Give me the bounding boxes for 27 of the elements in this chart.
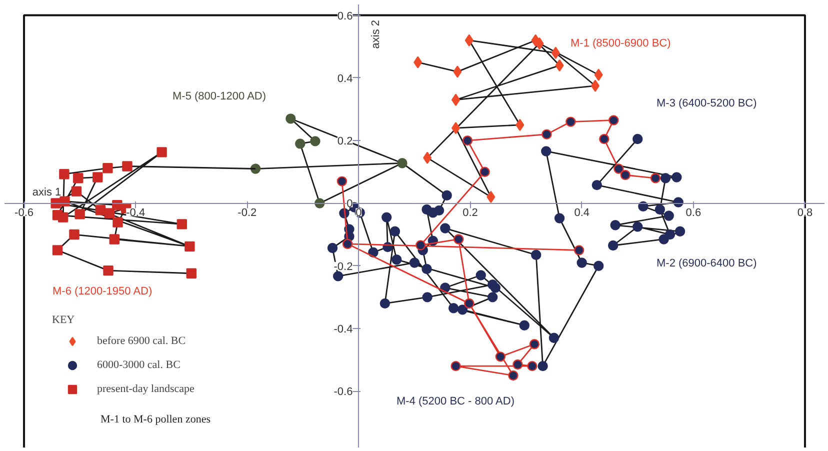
- annotation: M-5 (800-1200 AD): [172, 90, 266, 102]
- y-tick-label: 0.2: [337, 136, 353, 148]
- x-tick-label: 0.8: [797, 207, 813, 220]
- x-tick-label: 0.2: [462, 207, 478, 220]
- y-tick-label: 0.6: [337, 10, 353, 22]
- y-tick-label: 0.4: [337, 72, 353, 85]
- annotation: M-3 (6400-5200 BC): [656, 98, 757, 110]
- legend-label: before 6900 cal. BC: [97, 335, 186, 347]
- legend-title: KEY: [52, 314, 76, 326]
- y-tick-label: -0.2: [334, 260, 353, 273]
- legend-label: 6000-3000 cal. BC: [97, 359, 180, 371]
- legend-label: present-day landscape: [97, 383, 194, 395]
- x-tick-label: 0.6: [686, 207, 702, 220]
- y-axis-title: axis 2: [370, 20, 382, 49]
- x-axis-title: axis 1: [32, 186, 62, 199]
- annotation: M-6 (1200-1950 AD): [52, 286, 152, 298]
- annotation: M-2 (6900-6400 BC): [656, 258, 757, 270]
- annotation: M-1 to M-6 pollen zones: [100, 414, 210, 426]
- x-tick-label: -0.4: [126, 207, 146, 220]
- annotation: M-1 (8500-6900 BC): [570, 38, 671, 50]
- y-tick-label: 0: [346, 198, 353, 210]
- x-tick-label: -0.6: [14, 207, 34, 220]
- x-tick-label: 0.4: [574, 207, 590, 220]
- y-tick-label: -0.6: [334, 386, 353, 398]
- y-tick-label: -0.4: [334, 323, 353, 336]
- x-tick-label: -0.2: [238, 207, 257, 220]
- annotation: M-4 (5200 BC - 800 AD): [396, 396, 514, 408]
